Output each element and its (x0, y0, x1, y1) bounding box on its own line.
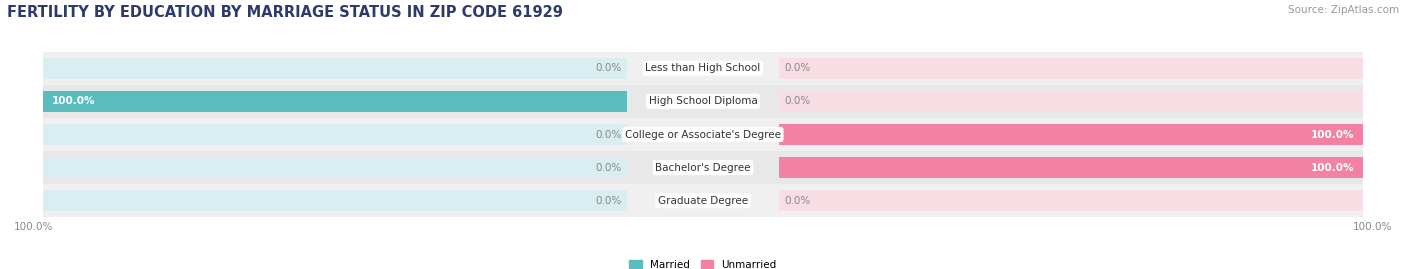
Text: 0.0%: 0.0% (595, 196, 621, 206)
Text: 100.0%: 100.0% (52, 96, 96, 107)
Text: Less than High School: Less than High School (645, 63, 761, 73)
Bar (779, 157, 1362, 178)
Text: 100.0%: 100.0% (1310, 162, 1354, 173)
Text: 0.0%: 0.0% (595, 63, 621, 73)
Bar (779, 157, 1362, 178)
Text: 0.0%: 0.0% (785, 96, 811, 107)
Bar (44, 91, 627, 112)
Text: 0.0%: 0.0% (785, 196, 811, 206)
Text: Bachelor's Degree: Bachelor's Degree (655, 162, 751, 173)
Text: 0.0%: 0.0% (595, 129, 621, 140)
Bar (44, 52, 1362, 85)
Bar (44, 184, 1362, 217)
Legend: Married, Unmarried: Married, Unmarried (630, 260, 776, 269)
Bar (44, 151, 1362, 184)
Bar (44, 85, 1362, 118)
Text: 100.0%: 100.0% (14, 222, 53, 232)
Text: High School Diploma: High School Diploma (648, 96, 758, 107)
Text: FERTILITY BY EDUCATION BY MARRIAGE STATUS IN ZIP CODE 61929: FERTILITY BY EDUCATION BY MARRIAGE STATU… (7, 5, 562, 20)
Text: College or Associate's Degree: College or Associate's Degree (626, 129, 780, 140)
Bar (779, 124, 1362, 145)
Bar (779, 124, 1362, 145)
Bar (44, 58, 627, 79)
Bar (779, 190, 1362, 211)
Bar (44, 124, 627, 145)
Text: Graduate Degree: Graduate Degree (658, 196, 748, 206)
Bar (779, 58, 1362, 79)
Bar (779, 91, 1362, 112)
Text: 0.0%: 0.0% (785, 63, 811, 73)
Bar (44, 118, 1362, 151)
Bar (44, 190, 627, 211)
Text: 100.0%: 100.0% (1310, 129, 1354, 140)
Text: 100.0%: 100.0% (1353, 222, 1392, 232)
Bar (44, 157, 627, 178)
Bar (44, 91, 627, 112)
Text: Source: ZipAtlas.com: Source: ZipAtlas.com (1288, 5, 1399, 15)
Text: 0.0%: 0.0% (595, 162, 621, 173)
